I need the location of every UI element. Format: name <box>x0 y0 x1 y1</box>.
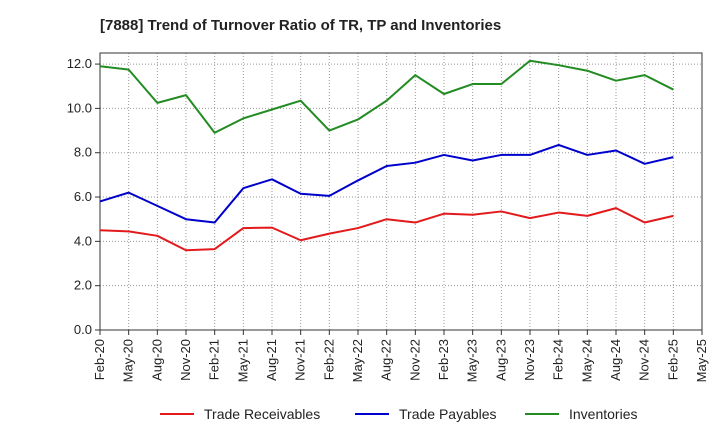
x-tick-label: Feb-21 <box>207 339 222 380</box>
series-line-trade-receivables <box>99 207 674 252</box>
x-tick-label: Aug-22 <box>379 339 394 381</box>
x-tick-label: Aug-21 <box>264 339 279 381</box>
legend: Trade Receivables Trade Payables Inventori… <box>160 406 637 422</box>
legend-label-trade-payables: Trade Payables <box>399 406 497 422</box>
chart-title: [7888] Trend of Turnover Ratio of TR, TP… <box>100 17 501 34</box>
x-tick-label: Nov-20 <box>178 339 193 381</box>
legend-label-inventories: Inventories <box>569 406 637 422</box>
x-tick-label: May-25 <box>694 339 709 382</box>
axes: 0.0 2.0 4.0 6.0 8.0 10.0 12.0 Feb-20 May-20 Aug-2… <box>67 52 709 382</box>
x-tick-label: Nov-22 <box>407 339 422 381</box>
x-tick-label: May-21 <box>235 339 250 382</box>
x-tick-label: Feb-24 <box>551 339 566 380</box>
legend-label-trade-receivables: Trade Receivables <box>204 406 320 422</box>
y-tick-label: 4.0 <box>74 233 92 248</box>
series-lines <box>99 59 674 252</box>
x-tick-label: Aug-23 <box>493 339 508 381</box>
x-tick-label: Feb-22 <box>321 339 336 380</box>
y-tick-label: 2.0 <box>74 278 92 293</box>
x-tick-label: May-23 <box>465 339 480 382</box>
grid <box>100 53 702 330</box>
y-tick-label: 10.0 <box>67 100 92 115</box>
x-tick-label: Nov-21 <box>293 339 308 381</box>
x-tick-label: May-20 <box>121 339 136 382</box>
y-tick-label: 6.0 <box>74 189 92 204</box>
series-line-trade-payables <box>99 143 674 224</box>
plot-area-border <box>99 52 703 331</box>
x-tick-label: May-24 <box>579 339 594 382</box>
y-tick-label: 12.0 <box>67 56 92 71</box>
series-line-inventories <box>99 59 674 134</box>
x-tick-label: Feb-25 <box>665 339 680 380</box>
x-tick-label: Aug-24 <box>608 339 623 381</box>
x-tick-label: Aug-20 <box>149 339 164 381</box>
x-tick-label: Feb-23 <box>436 339 451 380</box>
x-tick-label: May-22 <box>350 339 365 382</box>
x-tick-label: Feb-20 <box>92 339 107 380</box>
x-tick-label: Nov-24 <box>637 339 652 381</box>
x-tick-label: Nov-23 <box>522 339 537 381</box>
y-tick-label: 8.0 <box>74 145 92 160</box>
y-tick-label: 0.0 <box>74 322 92 337</box>
